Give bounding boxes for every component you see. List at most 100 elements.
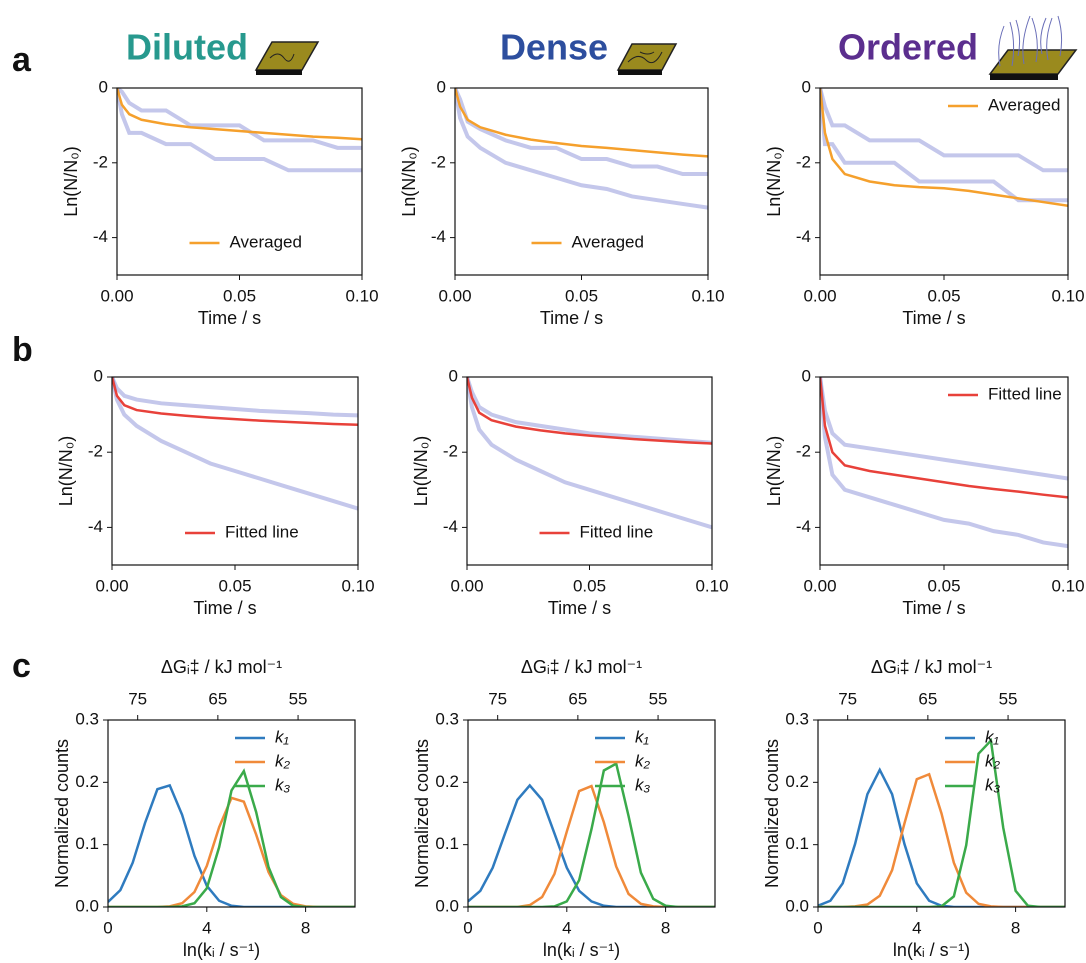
legend-label: k₃ (635, 775, 651, 794)
x-tick-label: 0.10 (695, 576, 728, 595)
plot-frame (817, 719, 1066, 908)
trace-line (820, 377, 1068, 549)
x2-tick-label: 55 (649, 689, 668, 708)
y-tick-label: -2 (88, 442, 103, 461)
x2-tick-label: 55 (289, 689, 308, 708)
x-tick-label: 0.00 (100, 286, 133, 305)
y-tick-label: -4 (88, 517, 103, 536)
legend-label: k₃ (275, 775, 291, 794)
x-axis-label: Time / s (198, 308, 261, 328)
x2-axis-label: ΔGᵢ‡ / kJ mol⁻¹ (521, 657, 642, 677)
x-tick-label: 0.10 (345, 286, 378, 305)
plot-frame (107, 719, 356, 908)
substrate-icon (616, 43, 678, 71)
x-tick-label: 0.00 (803, 286, 836, 305)
x-axis-label: Time / s (902, 598, 965, 618)
x2-tick-label: 65 (208, 689, 227, 708)
y-tick-label: -2 (796, 442, 811, 461)
legend-label: Averaged (572, 232, 644, 251)
series-line (818, 767, 1065, 907)
y-tick-label: 0 (94, 366, 103, 385)
y-axis-label: Normalized counts (52, 739, 72, 888)
trace-line (820, 88, 1068, 173)
y-tick-label: -2 (796, 152, 811, 171)
x2-tick-label: 65 (918, 689, 937, 708)
x-tick-label: 4 (562, 918, 571, 937)
x-axis-label: Time / s (193, 598, 256, 618)
y-axis-label: Normalized counts (412, 739, 432, 888)
y-tick-label: 0.3 (785, 709, 809, 728)
x-axis-label: Time / s (540, 308, 603, 328)
x-tick-label: 0.10 (1051, 286, 1084, 305)
series-line (820, 88, 1068, 208)
x-tick-label: 8 (1011, 918, 1020, 937)
substrate-edge (256, 70, 302, 75)
chart-panel: 0.00 0.05 0.10 0 -2 -4 Time / s Ln(N/N₀) Average… (61, 77, 379, 327)
x2-tick-label: 65 (568, 689, 587, 708)
y-tick-label: 0 (449, 366, 458, 385)
x-tick-label: 0.05 (218, 576, 251, 595)
y-axis-label: Ln(N/N₀) (411, 436, 431, 506)
x-tick-label: 0.00 (803, 576, 836, 595)
x-axis-label: Time / s (548, 598, 611, 618)
y-tick-label: 0.0 (75, 896, 99, 915)
chart-panel: 0.00 0.05 0.10 0 -2 -4 Time / s Ln(N/N₀) Average… (764, 77, 1085, 327)
trace-line (117, 88, 362, 173)
trace-line (820, 88, 1068, 203)
y-tick-label: 0.1 (785, 834, 809, 853)
series-line (112, 377, 358, 426)
molecule-sketch (269, 53, 295, 62)
y-axis-label: Ln(N/N₀) (764, 146, 784, 216)
panel-label: b (12, 331, 33, 369)
x-tick-label: 0.05 (927, 576, 960, 595)
x-tick-label: 0.05 (565, 286, 598, 305)
series-line (108, 796, 355, 907)
y-tick-label: 0.3 (435, 709, 459, 728)
chart-panel: 0.00 0.05 0.10 0 -2 -4 Time / s Ln(N/N₀) Fitted … (764, 366, 1085, 617)
x2-axis-label: ΔGᵢ‡ / kJ mol⁻¹ (161, 657, 282, 677)
x2-tick-label: 75 (838, 689, 857, 708)
trace-line (112, 377, 358, 418)
column-title: Dense (500, 27, 608, 68)
series-line (818, 737, 1065, 907)
chart-panel: 0.00 0.05 0.10 0 -2 -4 Time / s Ln(N/N₀) Fitted … (56, 366, 375, 617)
series-line (468, 784, 715, 907)
substrate-icon (988, 49, 1078, 75)
y-axis-label: Normalized counts (762, 739, 782, 888)
x-tick-label: 0.10 (691, 286, 724, 305)
column-title: Diluted (126, 27, 248, 68)
legend-label: k₁ (275, 727, 289, 746)
chart-panel: 0 4 8 0.0 0.1 0.2 0.3 75 65 55 ΔGᵢ‡ / kJ mol⁻¹ ln(k… (762, 657, 1066, 960)
x-tick-label: 0 (813, 918, 822, 937)
chart-panel: 0.00 0.05 0.10 0 -2 -4 Time / s Ln(N/N₀) Fitted … (411, 366, 729, 617)
x-tick-label: 0.00 (450, 576, 483, 595)
x-tick-label: 0 (463, 918, 472, 937)
series-line (455, 88, 708, 158)
x-tick-label: 0.10 (341, 576, 374, 595)
x-tick-label: 4 (912, 918, 921, 937)
trace-line (112, 377, 358, 511)
y-tick-label: -2 (93, 152, 108, 171)
legend-label: Fitted line (988, 384, 1062, 403)
x-tick-label: 0.00 (438, 286, 471, 305)
y-tick-label: 0 (437, 77, 446, 96)
substrate-icons (254, 15, 1078, 80)
y-tick-label: -2 (431, 152, 446, 171)
y-axis-label: Ln(N/N₀) (399, 146, 419, 216)
x2-tick-label: 75 (488, 689, 507, 708)
legend-label: k₁ (985, 727, 999, 746)
y-tick-label: 0.2 (785, 772, 809, 791)
y-tick-label: -4 (796, 227, 811, 246)
y-tick-label: 0.1 (435, 834, 459, 853)
substrate-icon (254, 41, 320, 71)
legend-label: Averaged (230, 232, 302, 251)
y-tick-label: -4 (796, 517, 811, 536)
trace-line (467, 377, 712, 530)
chart-panel: 0 4 8 0.0 0.1 0.2 0.3 75 65 55 ΔGᵢ‡ / kJ mol⁻¹ ln(k… (412, 657, 716, 960)
y-axis-label: Ln(N/N₀) (61, 146, 81, 216)
series-line (820, 377, 1068, 499)
trace-line (455, 88, 708, 177)
trace-line (117, 88, 362, 150)
y-tick-label: 0.1 (75, 834, 99, 853)
